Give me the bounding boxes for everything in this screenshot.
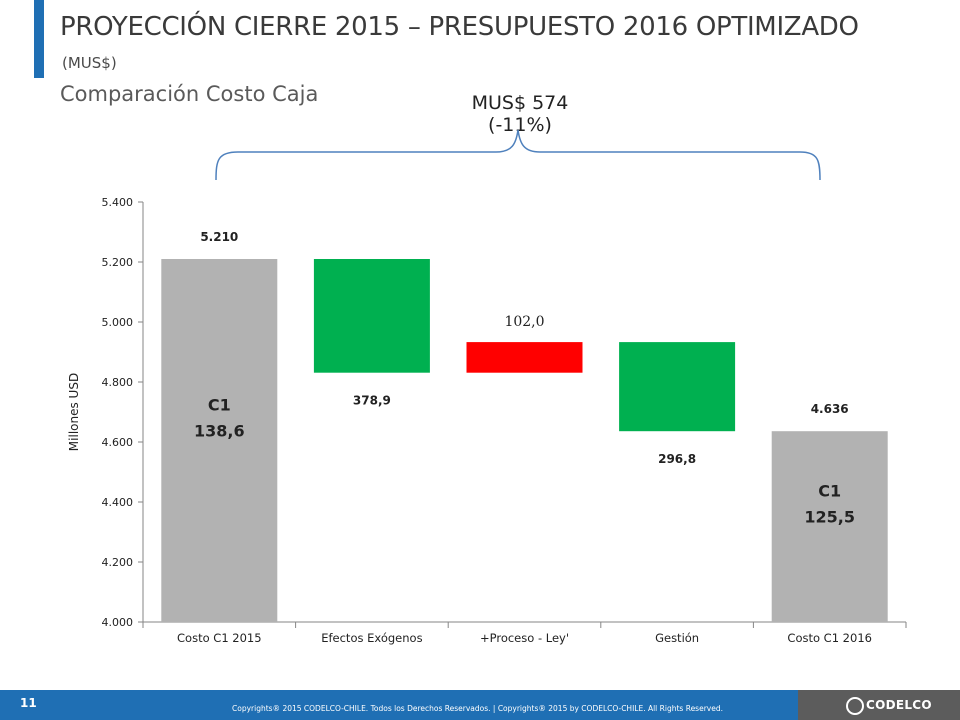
page-unit: (MUS$) — [62, 54, 117, 72]
bar-3 — [466, 342, 583, 373]
bar-inner-value: 125,5 — [804, 508, 855, 527]
bar-value-label: 5.210 — [200, 230, 238, 244]
codelco-logo-icon — [846, 697, 864, 715]
y-tick-label: 4.000 — [102, 616, 134, 629]
bar-value-label: 102,0 — [504, 314, 544, 330]
copyright-text: Copyrights® 2015 CODELCO-CHILE. Todos lo… — [232, 704, 723, 713]
y-tick-label: 4.600 — [102, 436, 134, 449]
bar-5 — [771, 431, 888, 622]
x-tick-label: Efectos Exógenos — [321, 631, 422, 645]
bar-value-label: 4.636 — [811, 402, 849, 416]
bar-inner-label: C1 — [208, 396, 231, 415]
page-number: 11 — [20, 696, 37, 710]
bracket-label: MUS$ 574 (-11%) — [471, 92, 569, 136]
title-accent-bar — [34, 0, 44, 78]
logo-box — [798, 690, 960, 720]
bar-1 — [161, 259, 278, 622]
y-tick-label: 4.200 — [102, 556, 134, 569]
page-title: PROYECCIÓN CIERRE 2015 – PRESUPUESTO 201… — [60, 12, 859, 42]
bar-2 — [313, 259, 430, 373]
y-tick-label: 5.000 — [102, 316, 134, 329]
bar-value-label: 296,8 — [658, 452, 696, 466]
bar-inner-value: 138,6 — [194, 422, 245, 441]
x-tick-label: Gestión — [655, 631, 699, 645]
y-axis-title: Millones USD — [67, 373, 81, 451]
x-tick-label: Costo C1 2015 — [177, 631, 262, 645]
logo-text: CODELCO — [866, 698, 932, 712]
bar-inner-label: C1 — [818, 482, 841, 501]
page-subtitle: Comparación Costo Caja — [60, 82, 319, 106]
waterfall-chart: 4.000 4.200 4.400 4.600 4.800 5.000 5.200 5.400… — [67, 129, 907, 645]
y-tick-label: 4.400 — [102, 496, 134, 509]
y-tick-label: 4.800 — [102, 376, 134, 389]
y-tick-label: 5.400 — [102, 196, 134, 209]
y-tick-label: 5.200 — [102, 256, 134, 269]
bar-value-label: 378,9 — [353, 394, 391, 408]
bar-4 — [619, 342, 736, 432]
x-tick-label: +Proceso - Ley' — [480, 631, 569, 645]
comparison-bracket — [215, 129, 821, 181]
x-tick-label: Costo C1 2016 — [787, 631, 872, 645]
